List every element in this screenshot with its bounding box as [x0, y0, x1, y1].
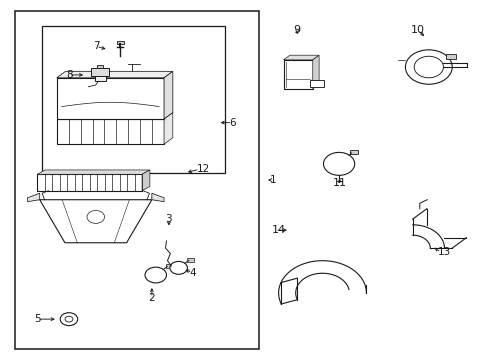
Polygon shape — [152, 193, 163, 202]
Bar — [187, 258, 194, 261]
Bar — [349, 150, 357, 154]
Bar — [15, 12, 259, 348]
Text: 3: 3 — [165, 215, 172, 224]
Bar — [42, 26, 224, 173]
Polygon shape — [142, 170, 150, 191]
Circle shape — [169, 261, 187, 274]
Text: 2: 2 — [148, 293, 155, 303]
Polygon shape — [40, 200, 152, 243]
Text: 1: 1 — [269, 175, 276, 185]
Bar — [95, 76, 105, 81]
Text: 4: 4 — [189, 267, 196, 278]
Polygon shape — [163, 71, 172, 119]
Circle shape — [405, 50, 451, 84]
Text: 10: 10 — [410, 25, 424, 35]
Polygon shape — [163, 112, 172, 144]
Bar — [57, 119, 163, 144]
Bar — [165, 265, 172, 268]
Bar — [117, 41, 123, 44]
Text: 5: 5 — [34, 314, 41, 324]
Text: 7: 7 — [93, 41, 100, 51]
Circle shape — [60, 313, 78, 325]
Bar — [97, 64, 103, 68]
Circle shape — [145, 267, 166, 283]
Circle shape — [413, 56, 443, 78]
Text: 6: 6 — [229, 118, 236, 128]
Text: 12: 12 — [196, 164, 209, 174]
Polygon shape — [27, 193, 40, 202]
Polygon shape — [37, 170, 150, 174]
Text: 13: 13 — [437, 247, 450, 257]
Circle shape — [323, 152, 354, 175]
Bar — [310, 80, 324, 87]
Text: 11: 11 — [332, 178, 346, 188]
Circle shape — [65, 316, 73, 322]
Bar — [91, 68, 109, 76]
Polygon shape — [283, 55, 319, 60]
Text: 14: 14 — [272, 225, 286, 235]
Bar — [57, 78, 163, 119]
Polygon shape — [57, 71, 172, 78]
Bar — [37, 174, 142, 191]
Bar — [445, 54, 455, 59]
Bar — [283, 60, 312, 89]
Text: 9: 9 — [293, 25, 300, 35]
Text: 8: 8 — [66, 70, 73, 80]
Polygon shape — [312, 55, 319, 89]
